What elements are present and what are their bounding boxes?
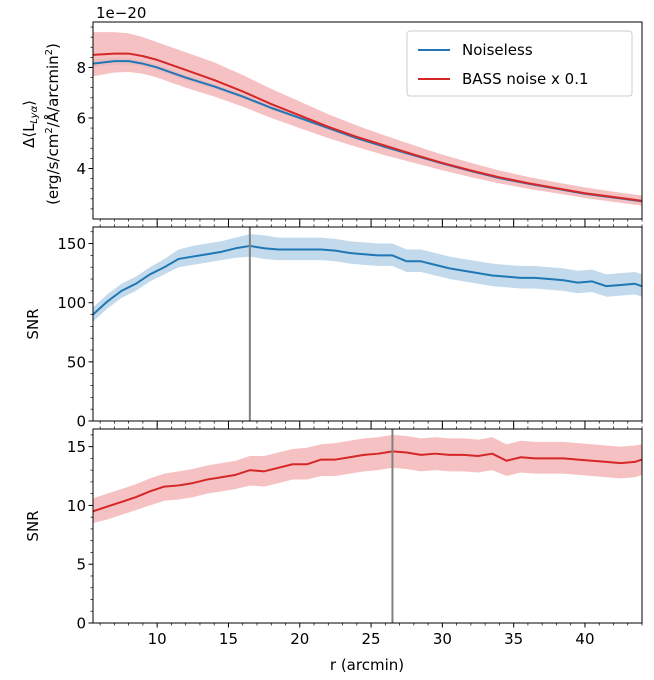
- y-tick-label: 0: [76, 615, 86, 633]
- ylabel-units-a: (erg/s/cm: [44, 134, 62, 205]
- y-tick-label: 6: [76, 109, 86, 127]
- series-line-0-1: [92, 52, 643, 202]
- panel-2-ticks: 0 50 100 150: [57, 222, 643, 431]
- x-tick-label: 10: [148, 630, 167, 648]
- panel-snr-noiseless: 0 50 100 150 SNR: [24, 222, 643, 431]
- x-tick-label: 35: [504, 630, 523, 648]
- series-line-1-0: [92, 244, 643, 316]
- ylabel-close: ⟩: [20, 100, 38, 106]
- panel-3-frame: [92, 428, 643, 624]
- x-tick-label: 40: [575, 630, 594, 648]
- panel-1-bands: [93, 32, 642, 206]
- ylabel-line-2: (erg/s/cm2/Å/arcmin2): [43, 43, 62, 205]
- y-tick-label: 5: [76, 556, 86, 574]
- ylabel-units-b: /Å/arcmin: [43, 55, 62, 127]
- panel-snr-bass-noise: 0 5 10 15 10 15 20 25 30 35 40 SNR r (arcmin): [24, 424, 643, 674]
- uncertainty-band-1-0: [93, 234, 642, 322]
- x-tick-label: 25: [362, 630, 381, 648]
- panel-1-frame: [92, 21, 643, 220]
- y-tick-label: 100: [57, 294, 86, 312]
- offset-text: 1e−20: [96, 4, 146, 22]
- panel-2-bands: [93, 234, 642, 322]
- y-tick-label: 8: [76, 59, 86, 77]
- x-tick-label: 20: [290, 630, 309, 648]
- panel-1-ylabel: Δ⟨LLyα⟩ (erg/s/cm2/Å/arcmin2): [20, 43, 62, 205]
- ylabel-delta-part: Δ⟨L: [20, 123, 38, 148]
- panel-2-ylabel: SNR: [24, 308, 42, 339]
- y-tick-label: 15: [67, 438, 86, 456]
- y-tick-label: 150: [57, 235, 86, 253]
- ylabel-units-c: ): [44, 43, 62, 49]
- panel-3-ylabel: SNR: [24, 510, 42, 541]
- legend-box: [406, 30, 633, 97]
- panel-1-lines: [92, 52, 643, 203]
- y-tick-label: 50: [67, 353, 86, 371]
- y-tick-label: 4: [76, 160, 86, 178]
- x-tick-label: 15: [219, 630, 238, 648]
- panel-2-lines: [92, 227, 643, 421]
- panel-3-lines: [92, 429, 643, 623]
- ylabel-units-sup-1: 2: [44, 127, 55, 133]
- uncertainty-band-2-0: [93, 434, 642, 524]
- y-tick-label: 10: [67, 497, 86, 515]
- legend-label-noiseless: Noiseless: [462, 41, 533, 59]
- legend-label-bass-noise: BASS noise x 0.1: [462, 70, 589, 88]
- ylabel-line-1: Δ⟨LLyα⟩: [20, 100, 40, 148]
- panel-3-ticks: 0 5 10 15 10 15 20 25 30 35 40: [67, 424, 643, 648]
- panel-3-bands: [93, 434, 642, 524]
- y-tick-label: 0: [76, 413, 86, 431]
- legend: Noiseless BASS noise x 0.1: [406, 30, 633, 97]
- panel-luminosity-profile: 468 1e−20 Δ⟨LLyα⟩ (erg/s/cm2/Å/arcmin2) …: [20, 4, 643, 224]
- series-line-2-0: [92, 450, 643, 513]
- panel-2-frame: [92, 226, 643, 422]
- ylabel-units-sup-2: 2: [44, 49, 55, 55]
- x-tick-label: 30: [433, 630, 452, 648]
- xlabel: r (arcmin): [330, 656, 404, 674]
- uncertainty-band-0-1: [93, 32, 642, 206]
- ylabel-subscript: Lyα: [29, 105, 40, 123]
